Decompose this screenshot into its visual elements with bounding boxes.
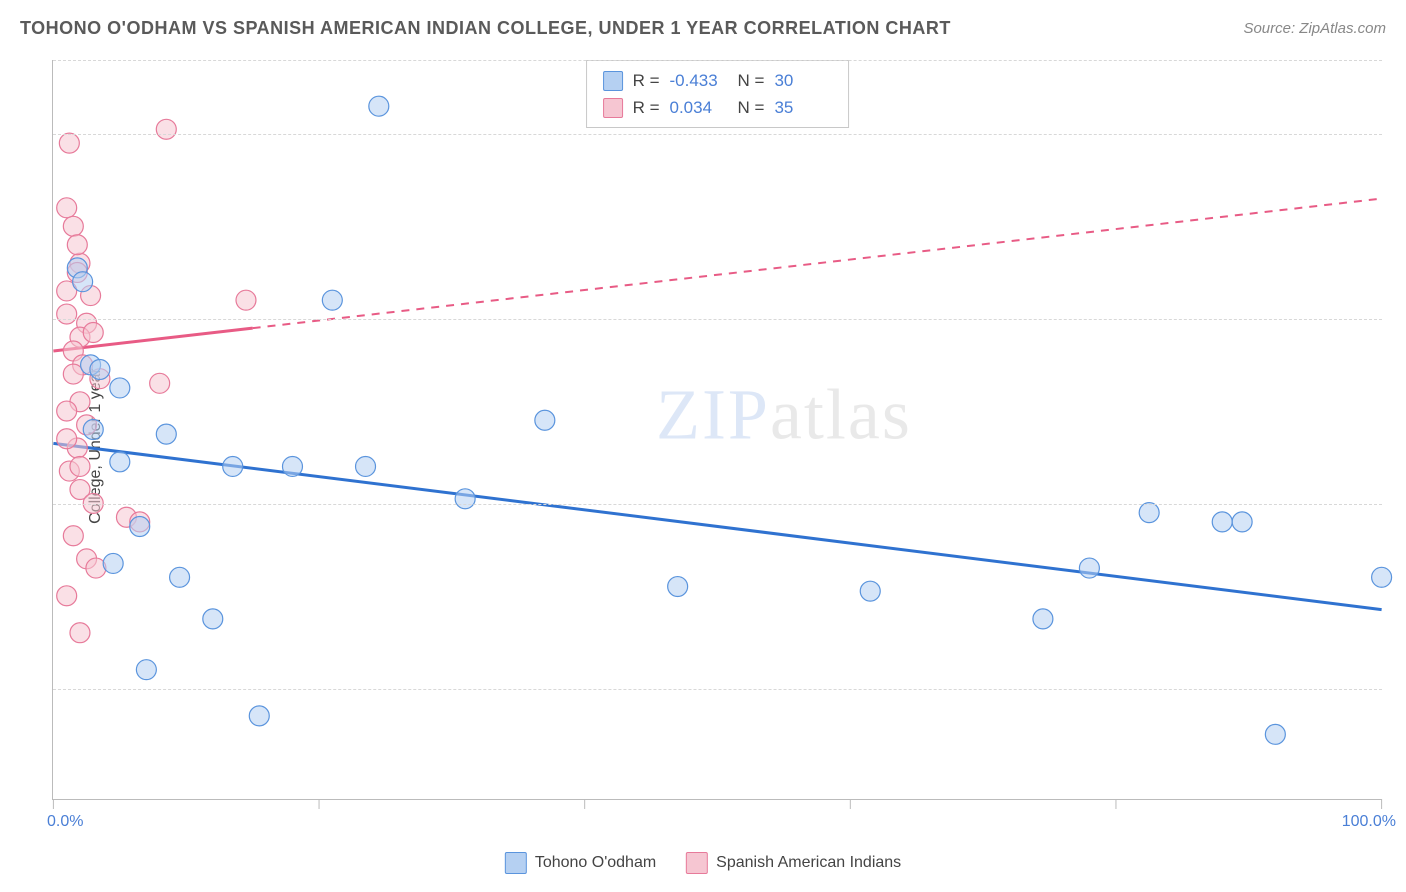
- title-bar: TOHONO O'ODHAM VS SPANISH AMERICAN INDIA…: [20, 18, 1386, 39]
- swatch-pink-icon: [603, 98, 623, 118]
- gridline-h: [53, 504, 1382, 505]
- y-tick-label: 60.0%: [1392, 310, 1406, 328]
- legend-item-blue: Tohono O'odham: [505, 852, 656, 874]
- y-tick-label: 80.0%: [1392, 125, 1406, 143]
- stat-r-value: 0.034: [670, 94, 728, 121]
- stat-n-value: 35: [774, 94, 832, 121]
- legend-label-pink: Spanish American Indians: [716, 854, 901, 872]
- gridline-h: [53, 319, 1382, 320]
- y-tick-label: 40.0%: [1392, 495, 1406, 513]
- stat-r-label: R =: [633, 94, 660, 121]
- swatch-blue-icon: [603, 71, 623, 91]
- x-min-label: 0.0%: [47, 813, 83, 831]
- x-max-label: 100.0%: [1342, 813, 1396, 831]
- stat-r-value: -0.433: [670, 67, 728, 94]
- stats-row-blue: R = -0.433 N = 30: [603, 67, 833, 94]
- chart-container: TOHONO O'ODHAM VS SPANISH AMERICAN INDIA…: [0, 0, 1406, 892]
- stat-r-label: R =: [633, 67, 660, 94]
- legend-item-pink: Spanish American Indians: [686, 852, 901, 874]
- stats-row-pink: R = 0.034 N = 35: [603, 94, 833, 121]
- source-label: Source: ZipAtlas.com: [1243, 20, 1386, 37]
- swatch-pink-icon: [686, 852, 708, 874]
- gridline-h: [53, 60, 1382, 61]
- stats-box: R = -0.433 N = 30 R = 0.034 N = 35: [586, 60, 850, 128]
- swatch-blue-icon: [505, 852, 527, 874]
- gridline-h: [53, 689, 1382, 690]
- gridline-h: [53, 134, 1382, 135]
- stat-n-value: 30: [774, 67, 832, 94]
- stat-n-label: N =: [738, 94, 765, 121]
- y-tick-label: 20.0%: [1392, 680, 1406, 698]
- chart-title: TOHONO O'ODHAM VS SPANISH AMERICAN INDIA…: [20, 18, 951, 39]
- stat-n-label: N =: [738, 67, 765, 94]
- bottom-legend: Tohono O'odham Spanish American Indians: [505, 852, 901, 874]
- legend-label-blue: Tohono O'odham: [535, 854, 656, 872]
- plot-area: ZIPatlas R = -0.433 N = 30 R = 0.034 N =…: [52, 60, 1382, 800]
